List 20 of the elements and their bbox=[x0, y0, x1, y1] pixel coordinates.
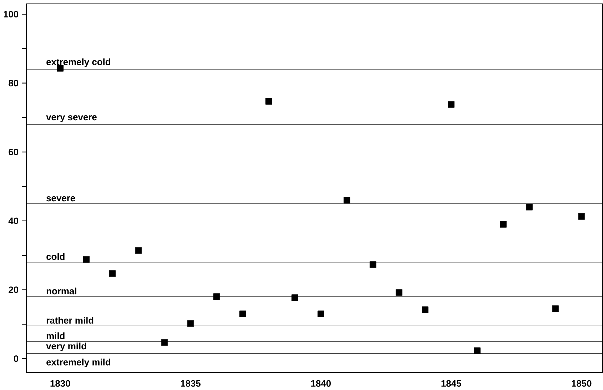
x-tick-label: 1850 bbox=[572, 380, 592, 387]
x-tick-label: 1835 bbox=[181, 380, 201, 387]
ref-line-label: mild bbox=[46, 332, 65, 340]
y-tick-label: 40 bbox=[8, 218, 18, 224]
annotation: extremely mild bbox=[46, 358, 111, 368]
x-tick-label: 1830 bbox=[50, 380, 70, 387]
y-tick-label: 0 bbox=[14, 355, 18, 362]
y-tick-label: 20 bbox=[8, 286, 18, 294]
ref-line-label: normal bbox=[46, 288, 77, 294]
y-tick-label: 100 bbox=[4, 10, 18, 18]
ref-line-label: cold bbox=[46, 253, 65, 260]
y-tick-label: 80 bbox=[8, 80, 18, 86]
x-tick-label: 1845 bbox=[442, 380, 462, 387]
y-tick-label: 60 bbox=[8, 148, 18, 156]
ref-line-label: severe bbox=[46, 196, 76, 202]
ref-line-label: very severe bbox=[46, 115, 97, 122]
ref-line-label: very mild bbox=[46, 342, 86, 352]
x-tick-label: 1840 bbox=[311, 380, 332, 387]
ref-line-label: extremely cold bbox=[46, 58, 111, 68]
ref-line-label: rather mild bbox=[46, 316, 94, 324]
